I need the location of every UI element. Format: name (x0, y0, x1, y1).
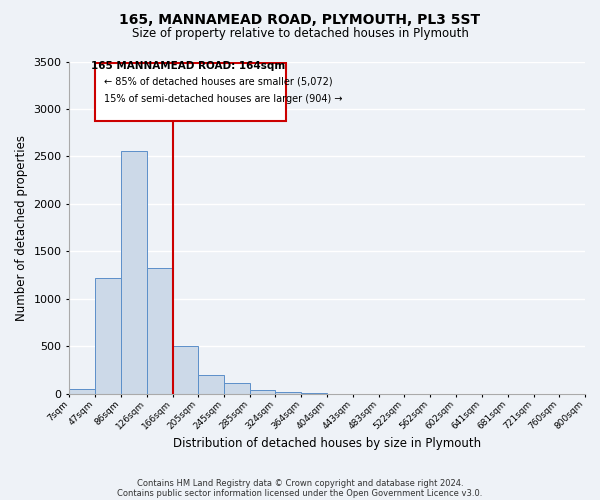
Text: Size of property relative to detached houses in Plymouth: Size of property relative to detached ho… (131, 28, 469, 40)
Bar (275, 392, 301, 394)
Bar (250, 390, 275, 394)
Text: ← 85% of detached houses are smaller (5,072): ← 85% of detached houses are smaller (5,… (104, 76, 332, 86)
Bar (147, 268, 173, 394)
Bar (198, 375, 224, 394)
Text: 15% of semi-detached houses are larger (904) →: 15% of semi-detached houses are larger (… (104, 94, 342, 104)
Y-axis label: Number of detached properties: Number of detached properties (15, 134, 28, 320)
FancyBboxPatch shape (95, 64, 286, 122)
Bar (95, 278, 121, 394)
Text: 165 MANNAMEAD ROAD: 164sqm: 165 MANNAMEAD ROAD: 164sqm (91, 61, 286, 71)
X-axis label: Distribution of detached houses by size in Plymouth: Distribution of detached houses by size … (173, 437, 481, 450)
Text: Contains public sector information licensed under the Open Government Licence v3: Contains public sector information licen… (118, 488, 482, 498)
Bar (173, 346, 198, 394)
Bar (224, 384, 250, 394)
Bar (70, 389, 95, 394)
Text: Contains HM Land Registry data © Crown copyright and database right 2024.: Contains HM Land Registry data © Crown c… (137, 478, 463, 488)
Text: 165, MANNAMEAD ROAD, PLYMOUTH, PL3 5ST: 165, MANNAMEAD ROAD, PLYMOUTH, PL3 5ST (119, 12, 481, 26)
Bar (121, 150, 147, 394)
